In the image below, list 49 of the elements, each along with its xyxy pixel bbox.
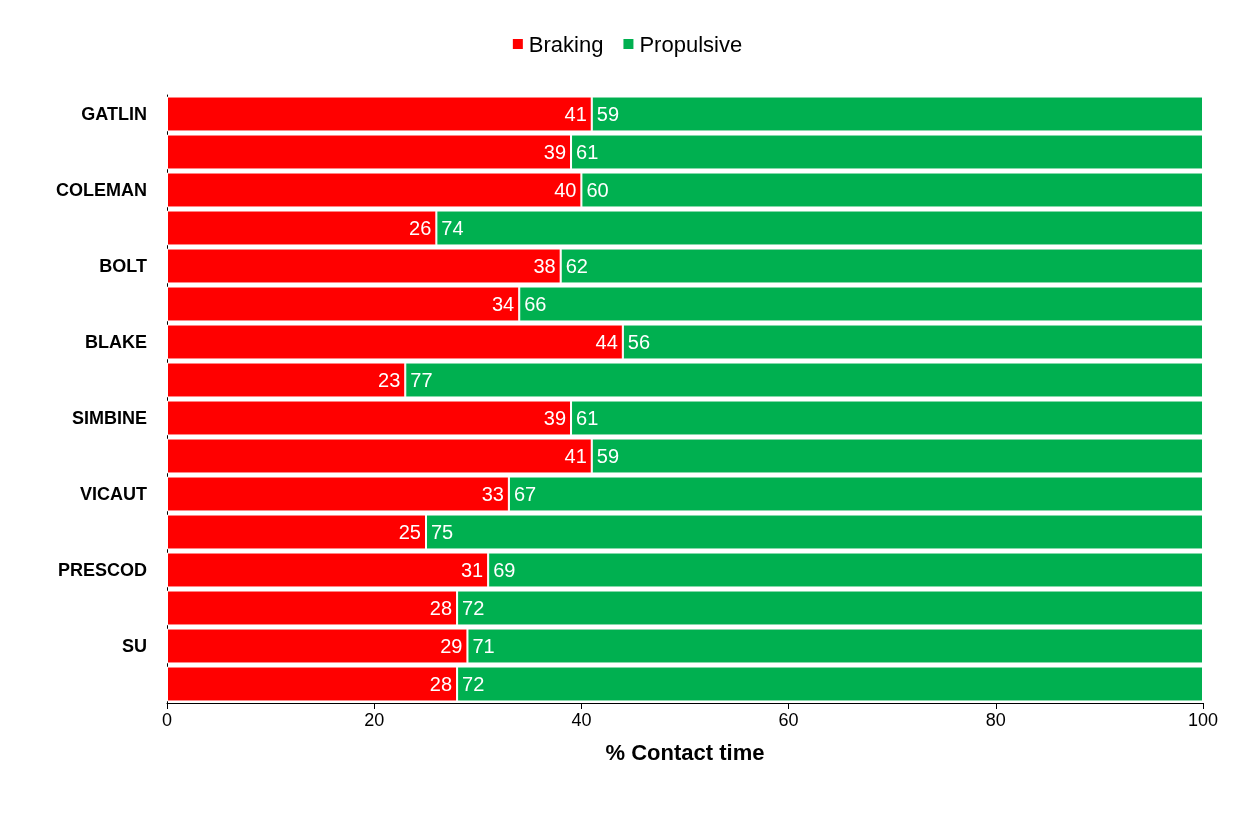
- x-axis-title: % Contact time: [605, 739, 765, 765]
- x-tick-label: 80: [985, 710, 1006, 730]
- x-tick-label: 40: [571, 710, 592, 730]
- x-tick-label: 0: [161, 710, 173, 730]
- data-label: 44: [595, 331, 618, 353]
- data-label: 28: [429, 597, 453, 619]
- data-label: 71: [472, 635, 495, 657]
- data-label: 74: [441, 217, 464, 239]
- data-label: 69: [493, 559, 516, 581]
- data-label: 25: [398, 521, 421, 543]
- data-label: 59: [596, 445, 620, 467]
- y-tick-label: VICAUT: [80, 484, 147, 504]
- data-label: 60: [586, 179, 609, 201]
- data-label: 66: [524, 293, 547, 315]
- data-label: 72: [462, 597, 485, 619]
- data-label: 41: [564, 445, 587, 467]
- data-label: 61: [576, 407, 599, 429]
- data-label: 41: [564, 103, 587, 125]
- x-tick-label: 60: [778, 710, 799, 730]
- data-label: 62: [565, 255, 588, 277]
- data-label: 23: [378, 369, 401, 391]
- data-label: 34: [491, 293, 515, 315]
- y-tick-label: BLAKE: [85, 332, 147, 352]
- legend-label: Propulsive: [639, 31, 743, 57]
- data-label: 67: [513, 483, 537, 505]
- data-label: 28: [429, 673, 453, 695]
- data-label: 56: [627, 331, 651, 353]
- data-label: 75: [431, 521, 454, 543]
- data-label: 39: [543, 141, 567, 163]
- data-label: 38: [533, 255, 556, 277]
- y-tick-label: BOLT: [99, 256, 147, 276]
- y-tick-label: GATLIN: [81, 104, 147, 124]
- x-tick-label: 20: [364, 710, 385, 730]
- data-label: 29: [440, 635, 463, 657]
- data-label: 33: [481, 483, 504, 505]
- data-label: 40: [554, 179, 577, 201]
- data-label: 77: [410, 369, 433, 391]
- data-label: 26: [409, 217, 432, 239]
- data-label: 31: [460, 559, 484, 581]
- data-label: 39: [543, 407, 567, 429]
- y-tick-label: PRESCOD: [57, 560, 147, 580]
- y-tick-label: SU: [121, 636, 147, 656]
- data-label: 59: [596, 103, 620, 125]
- data-label: 72: [462, 673, 485, 695]
- x-tick-label: 100: [1187, 710, 1219, 730]
- y-tick-label: COLEMAN: [56, 180, 147, 200]
- y-tick-label: SIMBINE: [71, 408, 147, 428]
- legend-label: Braking: [528, 31, 604, 57]
- data-label: 61: [576, 141, 599, 163]
